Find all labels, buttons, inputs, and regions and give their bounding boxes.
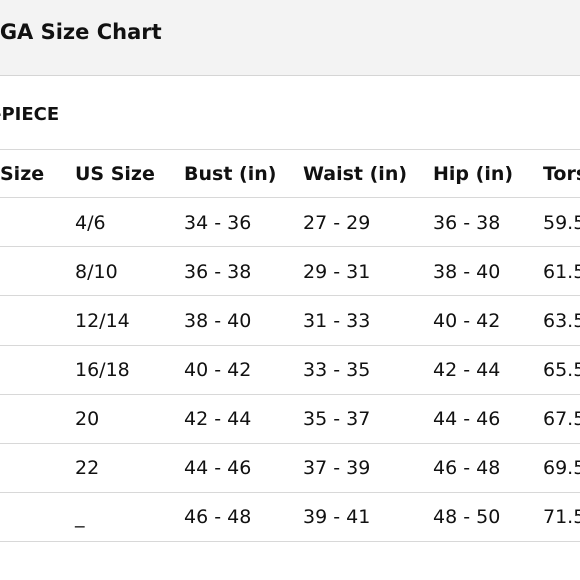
table-cell-bust: 40 - 42 [184,359,252,381]
table-cell-hip: 48 - 50 [433,506,501,528]
table-cell-waist: 29 - 31 [303,261,371,283]
table-cell-torso: 61.5 [543,261,580,283]
table-cell-hip: 42 - 44 [433,359,501,381]
row-divider [0,394,580,395]
table-cell-hip: 38 - 40 [433,261,501,283]
table-cell-torso: 71.5 [543,506,580,528]
table-cell-bust: 44 - 46 [184,457,252,479]
page-title: IGA Size Chart [0,20,162,44]
header-bust: Bust (in) [184,163,277,185]
row-divider [0,246,580,247]
header-size: Size [0,163,45,185]
header-us-size: US Size [75,163,155,185]
table-cell-hip: 36 - 38 [433,212,501,234]
table-cell-us-size: 16/18 [75,359,130,381]
table-cell-torso: 65.5 [543,359,580,381]
table-cell-waist: 33 - 35 [303,359,371,381]
table-cell-torso: 67.5 [543,408,580,430]
table-cell-waist: 35 - 37 [303,408,371,430]
header-torso: Tors [543,163,580,185]
table-cell-us-size: 12/14 [75,310,130,332]
table-cell-torso: 63.5 [543,310,580,332]
table-cell-us-size: 22 [75,457,100,479]
row-divider [0,345,580,346]
title-bar: IGA Size Chart [0,0,580,76]
header-hip: Hip (in) [433,163,514,185]
table-cell-us-size: _ [75,506,85,528]
table-cell-waist: 27 - 29 [303,212,371,234]
table-cell-us-size: 4/6 [75,212,106,234]
header-waist: Waist (in) [303,163,408,185]
table-cell-waist: 37 - 39 [303,457,371,479]
table-cell-waist: 39 - 41 [303,506,371,528]
table-cell-hip: 40 - 42 [433,310,501,332]
table-cell-torso: 59.5 [543,212,580,234]
table-cell-waist: 31 - 33 [303,310,371,332]
divider [0,149,580,150]
table-cell-bust: 42 - 44 [184,408,252,430]
table-cell-bust: 38 - 40 [184,310,252,332]
table-cell-hip: 44 - 46 [433,408,501,430]
table-cell-us-size: 8/10 [75,261,118,283]
section-label: -PIECE [0,104,60,125]
row-divider [0,443,580,444]
row-divider [0,295,580,296]
row-divider [0,492,580,493]
divider [0,197,580,198]
table-cell-bust: 34 - 36 [184,212,252,234]
table-cell-bust: 36 - 38 [184,261,252,283]
table-cell-us-size: 20 [75,408,100,430]
row-divider [0,541,580,542]
table-cell-hip: 46 - 48 [433,457,501,479]
table-cell-torso: 69.5 [543,457,580,479]
table-cell-bust: 46 - 48 [184,506,252,528]
